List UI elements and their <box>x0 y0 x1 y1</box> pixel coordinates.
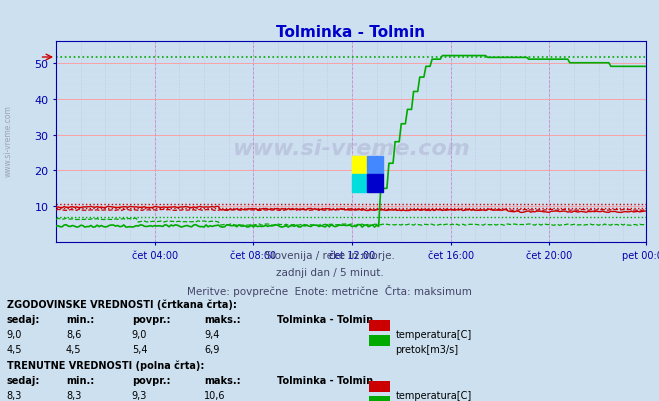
Bar <box>352 174 367 192</box>
Text: 9,3: 9,3 <box>132 390 147 400</box>
Text: sedaj:: sedaj: <box>7 375 40 385</box>
Text: 8,3: 8,3 <box>7 390 22 400</box>
Bar <box>367 157 383 174</box>
Text: min.:: min.: <box>66 314 94 324</box>
Text: 8,3: 8,3 <box>66 390 81 400</box>
Text: Slovenija / reke in morje.: Slovenija / reke in morje. <box>264 251 395 261</box>
Text: 4,5: 4,5 <box>7 344 22 354</box>
Text: www.si-vreme.com: www.si-vreme.com <box>232 138 470 158</box>
Text: 9,4: 9,4 <box>204 329 219 339</box>
Text: povpr.:: povpr.: <box>132 375 170 385</box>
Text: sedaj:: sedaj: <box>7 314 40 324</box>
Bar <box>352 157 367 174</box>
Text: temperatura[C]: temperatura[C] <box>395 390 472 400</box>
Text: temperatura[C]: temperatura[C] <box>395 329 472 339</box>
Text: maks.:: maks.: <box>204 314 241 324</box>
Text: maks.:: maks.: <box>204 375 241 385</box>
Text: 10,6: 10,6 <box>204 390 226 400</box>
Text: ZGODOVINSKE VREDNOSTI (črtkana črta):: ZGODOVINSKE VREDNOSTI (črtkana črta): <box>7 299 237 309</box>
Text: min.:: min.: <box>66 375 94 385</box>
Text: 9,0: 9,0 <box>7 329 22 339</box>
Text: povpr.:: povpr.: <box>132 314 170 324</box>
Text: pretok[m3/s]: pretok[m3/s] <box>395 344 459 354</box>
Text: TRENUTNE VREDNOSTI (polna črta):: TRENUTNE VREDNOSTI (polna črta): <box>7 360 204 370</box>
Text: 9,0: 9,0 <box>132 329 147 339</box>
Text: zadnji dan / 5 minut.: zadnji dan / 5 minut. <box>275 267 384 277</box>
Text: Tolminka - Tolmin: Tolminka - Tolmin <box>277 375 373 385</box>
Title: Tolminka - Tolmin: Tolminka - Tolmin <box>276 24 426 40</box>
Text: 6,9: 6,9 <box>204 344 219 354</box>
Text: 5,4: 5,4 <box>132 344 148 354</box>
Text: Meritve: povprečne  Enote: metrične  Črta: maksimum: Meritve: povprečne Enote: metrične Črta:… <box>187 284 472 296</box>
Text: 4,5: 4,5 <box>66 344 82 354</box>
Text: www.si-vreme.com: www.si-vreme.com <box>3 105 13 176</box>
Text: Tolminka - Tolmin: Tolminka - Tolmin <box>277 314 373 324</box>
Bar <box>367 174 383 192</box>
Text: 8,6: 8,6 <box>66 329 81 339</box>
